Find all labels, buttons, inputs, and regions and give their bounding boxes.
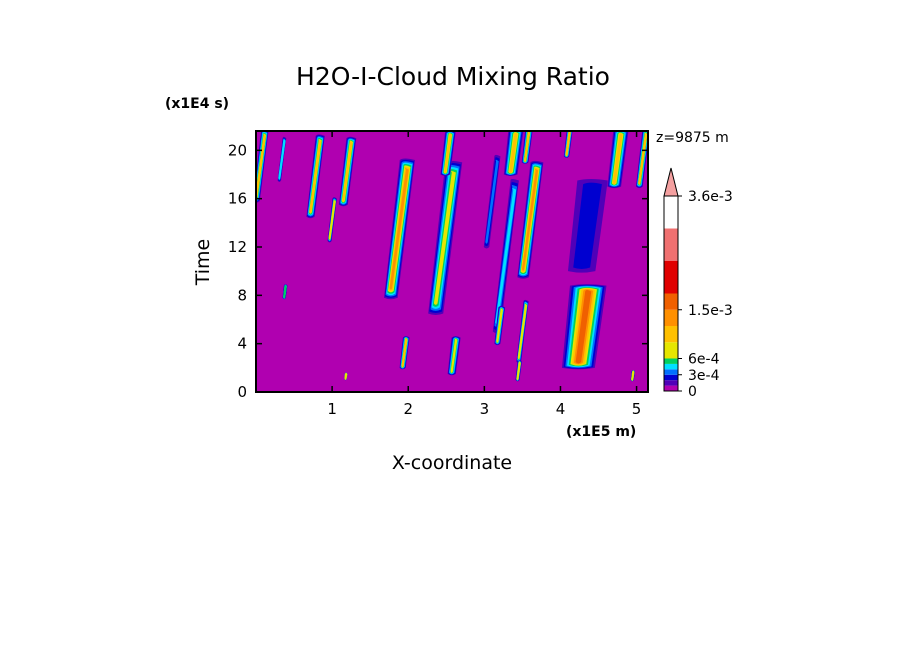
- x-tick-label: 2: [403, 400, 413, 418]
- colorbar-tick-label: 3.6e-3: [688, 189, 733, 205]
- x-tick-label: 5: [632, 400, 642, 418]
- contour-fill: [524, 131, 531, 162]
- cloud-band: [327, 197, 337, 243]
- contour-fill: [565, 131, 571, 157]
- cloud-band: [630, 369, 636, 382]
- contour-fill: [309, 139, 322, 213]
- contour-fill: [612, 133, 623, 185]
- cloud-band: [607, 131, 629, 189]
- x-axis-label: X-coordinate: [392, 452, 512, 474]
- cloud-band: [515, 360, 522, 382]
- cloud-band: [447, 336, 461, 376]
- x-tick-label: 1: [327, 400, 337, 418]
- contour-fill: [328, 199, 336, 240]
- contour-fill: [516, 361, 521, 381]
- y-tick-label: 12: [228, 238, 247, 256]
- colorbar-segment: [664, 369, 678, 375]
- y-axis-unit: (x1E4 s): [165, 96, 229, 112]
- colorbar-segment: [664, 228, 678, 261]
- colorbar-segment: [664, 342, 678, 359]
- y-tick-label: 8: [237, 286, 247, 304]
- contour-fill: [631, 370, 635, 381]
- colorbar-frame: [663, 195, 679, 392]
- cloud-band: [567, 179, 608, 273]
- contour-fill: [509, 132, 518, 174]
- level-label: z=9875 m: [656, 130, 729, 146]
- cloud-band: [563, 131, 573, 158]
- chart-title: H2O-I-Cloud Mixing Ratio: [296, 62, 610, 91]
- cloud-band: [344, 372, 348, 381]
- cloud-band: [256, 131, 269, 203]
- cloud-band: [561, 284, 607, 370]
- y-axis-ticks: 0 4 8 12 16 20: [228, 141, 648, 401]
- colorbar-tick-label: 3e-4: [688, 368, 720, 384]
- colorbar-segment: [664, 261, 678, 294]
- x-axis-ticks: 1 2 3 4 5: [327, 131, 641, 418]
- cloud-band: [399, 336, 410, 370]
- cloud-band: [383, 158, 415, 300]
- y-tick-label: 0: [237, 383, 247, 401]
- contour-fill: [283, 284, 287, 299]
- cloud-band: [440, 131, 456, 176]
- colorbar: 3.6e-3 1.5e-3 6e-43e-40: [663, 167, 733, 400]
- cloud-band: [338, 136, 357, 207]
- cloud-band: [503, 131, 524, 176]
- colorbar-tick-label: 0: [688, 384, 697, 400]
- colorbar-segment: [664, 363, 678, 370]
- colorbar-segment: [664, 374, 678, 381]
- colorbar-segment: [664, 326, 678, 343]
- y-tick-label: 20: [228, 141, 247, 159]
- cloud-band: [521, 131, 533, 164]
- contour-fill: [522, 168, 539, 271]
- plot-frame: [255, 130, 649, 393]
- contour-fill: [256, 134, 266, 198]
- contour-fill: [278, 139, 286, 180]
- cloud-band: [635, 131, 648, 189]
- y-tick-label: 16: [228, 190, 247, 208]
- contour-fill: [444, 133, 452, 174]
- cloud-band: [306, 134, 325, 219]
- contour-fill: [401, 338, 408, 368]
- contour-fill: [517, 303, 528, 360]
- colorbar-segment: [664, 380, 678, 386]
- x-tick-label: 4: [556, 400, 566, 418]
- cloud-band: [483, 154, 501, 249]
- colorbar-tick-label: 1.5e-3: [688, 303, 733, 319]
- cloud-band: [494, 305, 506, 346]
- contour-fill: [450, 338, 458, 373]
- cloud-band: [282, 284, 288, 300]
- colorbar-segment: [664, 385, 678, 391]
- contour-fill: [638, 133, 648, 185]
- colorbar-segment: [664, 309, 678, 326]
- contour-fill: [496, 308, 503, 343]
- contour-fill: [573, 182, 602, 270]
- x-axis-unit: (x1E5 m): [566, 424, 636, 440]
- colorbar-extend-arrow: [663, 167, 679, 197]
- contour-fill: [389, 168, 409, 290]
- colorbar-tick-label: 6e-4: [688, 352, 720, 368]
- cloud-band: [516, 299, 529, 364]
- contour-fill: [575, 290, 592, 364]
- x-tick-label: 3: [480, 400, 490, 418]
- contour-fill: [495, 188, 517, 325]
- cloud-band: [277, 136, 287, 183]
- colorbar-segment: [664, 293, 678, 310]
- y-tick-label: 4: [237, 335, 247, 353]
- y-axis-label: Time: [192, 239, 214, 287]
- cloud-band: [517, 160, 544, 279]
- cloud-band: [428, 160, 463, 315]
- contour-fill: [485, 159, 499, 244]
- colorbar-segment: [664, 358, 678, 364]
- cloud-band: [492, 179, 519, 334]
- contour-fill: [433, 170, 456, 305]
- contour-fill: [342, 141, 353, 202]
- contour-fill: [344, 372, 348, 380]
